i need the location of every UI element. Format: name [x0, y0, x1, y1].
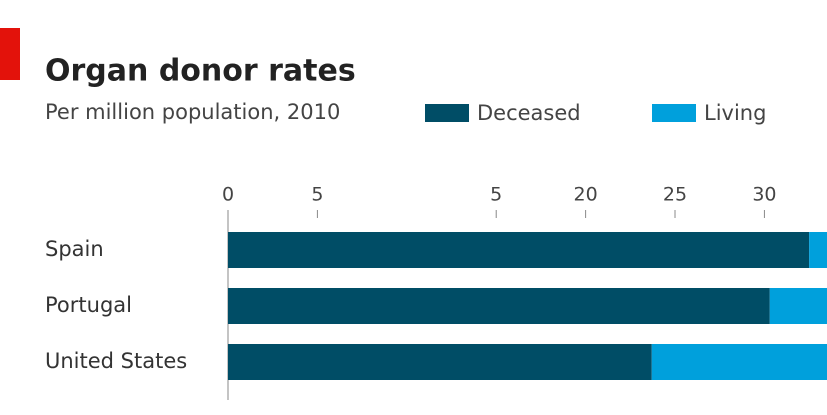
chart-subtitle: Per million population, 2010	[45, 100, 340, 124]
category-label: United States	[45, 349, 187, 373]
bar-segment	[228, 288, 770, 324]
category-label: Portugal	[45, 293, 132, 317]
bar-segment	[228, 232, 810, 268]
bar-segment	[769, 288, 827, 324]
x-tick-label: 0	[222, 184, 234, 206]
bar-segment	[809, 232, 827, 268]
legend-label: Deceased	[477, 101, 581, 125]
legend-swatch	[652, 104, 696, 122]
x-tick-label: 30	[752, 184, 776, 206]
legend-label: Living	[704, 101, 766, 125]
bar-segment	[228, 344, 652, 380]
x-tick-label: 5	[490, 184, 502, 206]
x-tick-label: 5	[311, 184, 323, 206]
chart-title: Organ donor rates	[45, 54, 356, 89]
x-tick-label: 20	[574, 184, 598, 206]
x-tick-label: 25	[663, 184, 687, 206]
bar-segment	[651, 344, 827, 380]
corner-tag	[0, 28, 20, 80]
category-label: Spain	[45, 237, 104, 261]
legend-swatch	[425, 104, 469, 122]
